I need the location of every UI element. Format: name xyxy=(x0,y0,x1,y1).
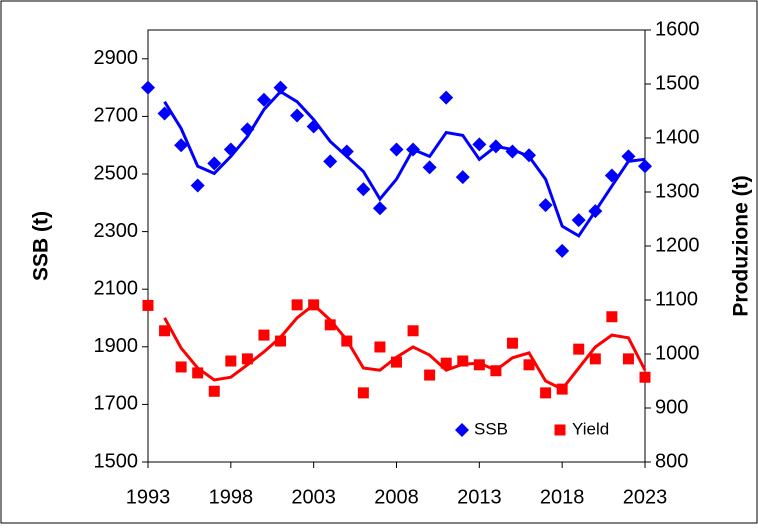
data-point xyxy=(225,355,237,367)
data-point xyxy=(241,353,253,365)
data-point xyxy=(505,144,520,159)
data-point xyxy=(389,142,404,157)
data-point xyxy=(391,356,402,368)
legend-marker xyxy=(455,423,469,437)
data-point xyxy=(621,149,636,164)
data-point xyxy=(523,359,535,371)
data-point xyxy=(341,335,353,347)
y2-tick-label: 1200 xyxy=(655,234,700,256)
data-point xyxy=(573,343,585,355)
data-point xyxy=(190,178,205,193)
data-point xyxy=(142,299,154,311)
data-point xyxy=(258,329,270,341)
trend-line xyxy=(163,89,646,238)
data-point xyxy=(356,182,371,197)
data-point xyxy=(589,353,601,365)
data-point xyxy=(175,361,187,373)
x-tick-label: 1998 xyxy=(209,486,254,508)
data-point xyxy=(439,90,454,105)
data-point xyxy=(440,357,452,369)
data-point xyxy=(141,80,155,95)
data-point xyxy=(638,159,652,174)
data-point xyxy=(622,353,634,365)
data-point xyxy=(192,367,204,379)
y2-tick-label: 800 xyxy=(655,450,688,472)
data-point xyxy=(473,359,485,371)
data-point xyxy=(323,154,338,169)
data-point xyxy=(157,106,172,121)
y-axis-title: SSB (t) xyxy=(30,211,53,281)
data-point xyxy=(604,168,619,183)
data-point xyxy=(424,369,436,381)
y2-axis-title: Produzione (t) xyxy=(730,175,753,316)
legend-label: Yield xyxy=(572,419,609,438)
legend-marker xyxy=(554,424,566,436)
data-point xyxy=(223,142,238,157)
y2-tick-label: 1400 xyxy=(655,126,700,148)
y2-tick-label: 1600 xyxy=(655,18,700,40)
data-point xyxy=(472,137,487,152)
data-point xyxy=(556,383,568,395)
data-point xyxy=(455,170,470,185)
data-point xyxy=(159,325,171,337)
data-point xyxy=(538,198,553,213)
data-point xyxy=(457,355,469,367)
y-tick-label: 2900 xyxy=(94,47,139,69)
data-point xyxy=(422,160,437,175)
data-point xyxy=(506,337,518,349)
data-point xyxy=(308,299,320,311)
data-point xyxy=(290,108,305,123)
y2-tick-label: 900 xyxy=(655,396,688,418)
x-tick-label: 1993 xyxy=(126,486,171,508)
x-tick-label: 2023 xyxy=(623,486,668,508)
data-point xyxy=(372,201,387,216)
data-point xyxy=(374,341,386,353)
data-point xyxy=(208,385,220,397)
y-tick-label: 1500 xyxy=(94,450,139,472)
data-point xyxy=(407,325,419,337)
y-tick-label: 2300 xyxy=(94,220,139,242)
data-point xyxy=(339,144,354,159)
y2-tick-label: 1100 xyxy=(655,288,698,310)
y2-tick-label: 1000 xyxy=(655,342,700,364)
data-point xyxy=(275,335,287,347)
y-tick-label: 2500 xyxy=(94,162,139,184)
data-point xyxy=(490,365,502,377)
x-tick-label: 2013 xyxy=(457,486,502,508)
data-point xyxy=(324,319,336,331)
y-tick-label: 1700 xyxy=(94,393,139,415)
data-point xyxy=(406,142,421,157)
y2-tick-label: 1500 xyxy=(655,72,700,94)
y-tick-label: 2100 xyxy=(94,277,139,299)
data-point xyxy=(606,311,618,323)
data-point xyxy=(540,387,552,399)
data-point xyxy=(256,92,271,107)
data-point xyxy=(357,387,369,399)
x-tick-label: 2018 xyxy=(540,486,585,508)
data-point xyxy=(207,156,222,171)
y-tick-label: 1900 xyxy=(94,335,139,357)
data-point xyxy=(291,299,303,311)
y-tick-label: 2700 xyxy=(94,105,139,127)
data-point xyxy=(571,213,586,228)
data-point xyxy=(174,138,189,153)
x-tick-label: 2003 xyxy=(291,486,336,508)
y2-tick-label: 1300 xyxy=(655,180,700,202)
data-point xyxy=(555,243,570,258)
data-point xyxy=(522,148,537,163)
data-point xyxy=(240,122,255,137)
legend-label: SSB xyxy=(474,419,508,438)
x-tick-label: 2008 xyxy=(374,486,419,508)
data-point xyxy=(639,371,651,383)
data-point xyxy=(588,204,603,219)
data-point xyxy=(273,80,288,95)
data-point xyxy=(488,139,503,154)
data-point xyxy=(306,119,321,134)
